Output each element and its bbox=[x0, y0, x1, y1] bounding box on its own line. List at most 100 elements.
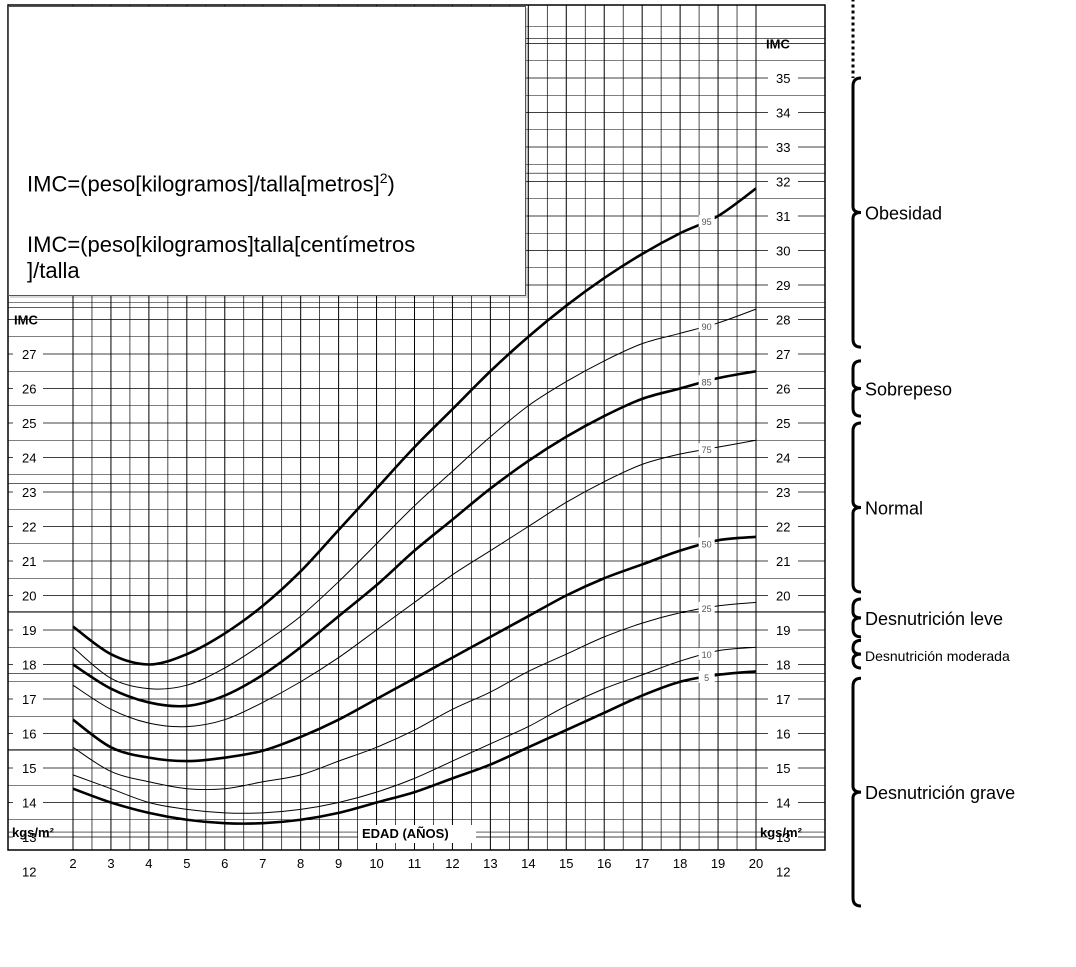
x-tick-label: 15 bbox=[559, 856, 573, 871]
y-tick-label-right: 13 bbox=[776, 830, 790, 845]
percentile-curves: 95 90 85 75 50 25 10 5 bbox=[72, 187, 757, 825]
tick-bg-left bbox=[13, 484, 43, 500]
tick-bg-right bbox=[768, 587, 798, 604]
brace-3 bbox=[851, 597, 862, 639]
tick-bg-right bbox=[768, 104, 798, 121]
curve-label-10: 10 bbox=[702, 650, 712, 660]
y-tick-label-right: 24 bbox=[776, 451, 790, 466]
x-tick-label: 20 bbox=[749, 856, 763, 871]
tick-bg-left bbox=[13, 622, 43, 638]
tick-bg-right bbox=[768, 691, 798, 707]
imc-label-right: IMC bbox=[766, 37, 790, 52]
curve-label-bg bbox=[698, 647, 715, 660]
formula-line-3: ]/talla bbox=[27, 258, 80, 283]
tick-bg-right bbox=[768, 863, 798, 880]
y-tick-label-right: 35 bbox=[776, 71, 790, 86]
y-tick-label-left: 17 bbox=[22, 692, 36, 707]
y-tick-label-right: 18 bbox=[776, 658, 790, 673]
tick-bg-left bbox=[13, 415, 43, 431]
category-label-3: Desnutrición leve bbox=[865, 609, 1003, 629]
tick-bg-right bbox=[768, 794, 798, 811]
curve-label-90: 90 bbox=[702, 322, 712, 332]
brace-4 bbox=[851, 638, 862, 670]
imc-label-left: IMC bbox=[14, 313, 38, 328]
tick-bg-left bbox=[13, 346, 43, 362]
y-tick-label-left: 13 bbox=[22, 830, 36, 845]
formula-box: IMC=(peso[kilogramos]/talla[metros]2) IM… bbox=[8, 6, 526, 296]
y-tick-label-right: 22 bbox=[776, 520, 790, 535]
chart-tick-labels: 1213141516171819202122232425262712131415… bbox=[12, 37, 803, 880]
category-braces: Obesidad Sobrepeso Normal Desnutrición leve… bbox=[851, 0, 1015, 908]
y-tick-label-right: 28 bbox=[776, 313, 790, 328]
tick-bg-right bbox=[768, 760, 798, 776]
percentile-curve-10 bbox=[72, 646, 757, 814]
percentile-curve-5 bbox=[72, 670, 757, 825]
curve-label-85: 85 bbox=[702, 377, 712, 387]
curve-label-5: 5 bbox=[704, 673, 709, 683]
curve-label-75: 75 bbox=[702, 445, 712, 455]
brace-1 bbox=[851, 359, 862, 418]
y-tick-label-left: 14 bbox=[22, 796, 36, 811]
percentile-curve-25 bbox=[72, 601, 757, 791]
tick-bg-left bbox=[13, 587, 43, 604]
tick-bg-right bbox=[768, 622, 798, 638]
y-tick-label-right: 34 bbox=[776, 106, 790, 121]
curve-label-bg bbox=[698, 537, 715, 550]
tick-bg-right bbox=[768, 208, 798, 224]
formula-superscript: 2 bbox=[379, 170, 388, 186]
x-tick-label: 17 bbox=[635, 856, 649, 871]
y-tick-label-left: 18 bbox=[22, 658, 36, 673]
y-tick-label-left: 20 bbox=[22, 589, 36, 604]
tick-bg-right bbox=[768, 139, 798, 155]
y-tick-label-right: 19 bbox=[776, 623, 790, 638]
formula-text-1: IMC=(peso[kilogramos]/talla[metros] bbox=[27, 171, 380, 197]
y-tick-label-left: 19 bbox=[22, 623, 36, 638]
y-tick-label-right: 33 bbox=[776, 140, 790, 155]
x-tick-label: 5 bbox=[183, 856, 190, 871]
tick-bg-left bbox=[13, 863, 43, 880]
y-tick-label-left: 24 bbox=[22, 451, 36, 466]
chart-frame bbox=[7, 4, 826, 851]
category-label-0: Obesidad bbox=[865, 204, 942, 224]
x-tick-label: 19 bbox=[711, 856, 725, 871]
curve-label-bg bbox=[698, 375, 715, 388]
tick-bg-right bbox=[768, 415, 798, 431]
tick-bg-left bbox=[13, 518, 43, 535]
category-label-1: Sobrepeso bbox=[865, 380, 952, 400]
percentile-curve-90 bbox=[72, 308, 757, 690]
curve-label-bg bbox=[698, 601, 715, 614]
curve-label-bg bbox=[698, 443, 715, 456]
tick-bg-left bbox=[13, 829, 43, 845]
x-tick-label: 12 bbox=[445, 856, 459, 871]
y-tick-label-right: 30 bbox=[776, 244, 790, 259]
x-tick-label: 9 bbox=[335, 856, 342, 871]
x-tick-label: 13 bbox=[483, 856, 497, 871]
formula-line-1: IMC=(peso[kilogramos]/talla[metros]2) bbox=[27, 165, 395, 197]
x-tick-label: 11 bbox=[408, 856, 422, 871]
y-tick-label-right: 25 bbox=[776, 416, 790, 431]
y-tick-label-left: 26 bbox=[22, 382, 36, 397]
formula-text-1-end: ) bbox=[387, 171, 395, 197]
units-label-right: kgs/m² bbox=[760, 825, 803, 840]
x-tick-label: 8 bbox=[297, 856, 304, 871]
x-tick-label: 4 bbox=[145, 856, 152, 871]
y-tick-label-right: 31 bbox=[776, 209, 790, 224]
y-tick-label-right: 17 bbox=[776, 692, 790, 707]
x-tick-label: 3 bbox=[107, 856, 114, 871]
y-tick-label-right: 15 bbox=[776, 761, 790, 776]
tick-bg-left bbox=[13, 725, 43, 742]
y-tick-label-left: 16 bbox=[22, 727, 36, 742]
tick-bg-right bbox=[768, 484, 798, 500]
tick-bg-right bbox=[768, 70, 798, 86]
tick-bg-left bbox=[13, 760, 43, 776]
tick-bg-left bbox=[13, 380, 43, 397]
y-tick-label-left: 21 bbox=[22, 554, 36, 569]
tick-bg-left bbox=[13, 656, 43, 673]
tick-bg-right bbox=[768, 656, 798, 673]
curve-label-bg bbox=[698, 320, 715, 333]
tick-bg-right bbox=[768, 277, 798, 293]
percentile-curve-50 bbox=[72, 535, 757, 763]
y-tick-label-right: 23 bbox=[776, 485, 790, 500]
curve-label-25: 25 bbox=[702, 604, 712, 614]
x-tick-label: 6 bbox=[221, 856, 228, 871]
